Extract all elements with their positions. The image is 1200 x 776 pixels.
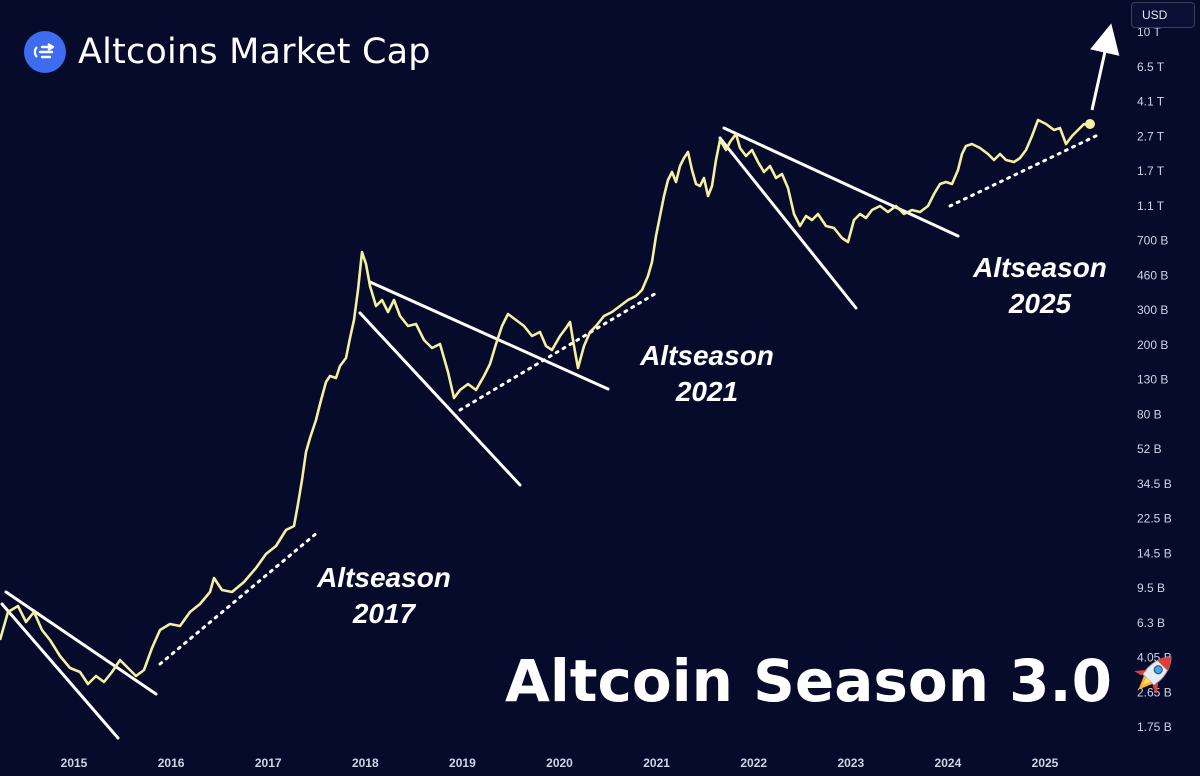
trend-line-2022-lower [718, 136, 858, 310]
x-tick-label: 2023 [837, 756, 864, 770]
y-tick-label: 2.65 B [1137, 685, 1172, 699]
x-tick-label: 2015 [61, 756, 88, 770]
support-lines [158, 132, 1102, 666]
y-tick-label: 22.5 B [1137, 512, 1172, 526]
x-tick-label: 2025 [1032, 756, 1059, 770]
trend-line-2015-upper [4, 590, 158, 696]
annotation-year: 2017 [352, 598, 416, 629]
y-tick-label: 10 T [1137, 25, 1161, 39]
y-tick-label: 1.75 B [1137, 720, 1172, 734]
support-line-2017 [158, 530, 320, 666]
chart-title: Altcoins Market Cap [78, 32, 431, 72]
y-tick-label: 52 B [1137, 442, 1162, 456]
y-tick-label: 6.5 T [1137, 60, 1165, 74]
annotation-2021: Altseason 2021 [607, 338, 807, 410]
support-line-2021 [458, 290, 660, 412]
trend-line-2018-upper [368, 280, 610, 391]
x-tick-label: 2017 [255, 756, 282, 770]
brand-header: Altcoins Market Cap [24, 28, 431, 76]
y-tick-label: 9.5 B [1137, 581, 1165, 595]
annotation-2017: Altseason 2017 [284, 560, 484, 632]
y-tick-label: 14.5 B [1137, 546, 1172, 560]
trend-line-2022-upper [722, 126, 960, 238]
annotation-2025: Altseason 2025 [940, 250, 1140, 322]
y-tick-label: 300 B [1137, 303, 1168, 317]
y-tick-label: 700 B [1137, 234, 1168, 248]
y-tick-label: 34.5 B [1137, 477, 1172, 491]
projection-arrow [1090, 23, 1120, 111]
annotation-year: 2025 [1008, 288, 1072, 319]
x-tick-label: 2016 [158, 756, 185, 770]
trend-lines [0, 126, 960, 740]
rocket-icon [1126, 646, 1182, 716]
x-tick-label: 2018 [352, 756, 379, 770]
y-axis: 10 T 6.5 T 4.1 T 2.7 T 1.7 T 1.1 T 700 B 460 B 3… [1137, 25, 1172, 734]
headline-text: Altcoin Season 3.0 [505, 647, 1112, 715]
y-tick-label: 1.7 T [1137, 164, 1165, 178]
y-tick-label: 200 B [1137, 338, 1168, 352]
x-tick-label: 2020 [546, 756, 573, 770]
annotation-label: Altseason [973, 252, 1107, 283]
trend-line-2015-lower [0, 602, 120, 740]
x-axis: 2015 2016 2017 2018 2019 2020 2021 2022 2023 2024… [61, 756, 1059, 770]
x-tick-label: 2022 [740, 756, 767, 770]
y-tick-label: 80 B [1137, 407, 1162, 421]
price-line [0, 118, 1091, 686]
headline: Altcoin Season 3.0 [505, 646, 1182, 716]
y-tick-label: 460 B [1137, 268, 1168, 282]
price-current-dot [1085, 119, 1095, 129]
trend-line-2018-lower [358, 311, 522, 487]
y-tick-label: 4.1 T [1137, 95, 1165, 109]
annotation-label: Altseason [317, 562, 451, 593]
y-tick-label: 2.7 T [1137, 129, 1165, 143]
exchange-logo-icon [24, 31, 66, 73]
annotation-label: Altseason [640, 340, 774, 371]
currency-selector[interactable]: USD [1131, 2, 1195, 28]
x-tick-label: 2021 [643, 756, 670, 770]
x-tick-label: 2019 [449, 756, 476, 770]
annotation-year: 2021 [675, 376, 739, 407]
y-tick-label: 6.3 B [1137, 616, 1165, 630]
y-tick-label: 130 B [1137, 373, 1168, 387]
x-tick-label: 2024 [935, 756, 962, 770]
y-tick-label: 1.1 T [1137, 199, 1165, 213]
support-line-2025 [948, 132, 1102, 208]
